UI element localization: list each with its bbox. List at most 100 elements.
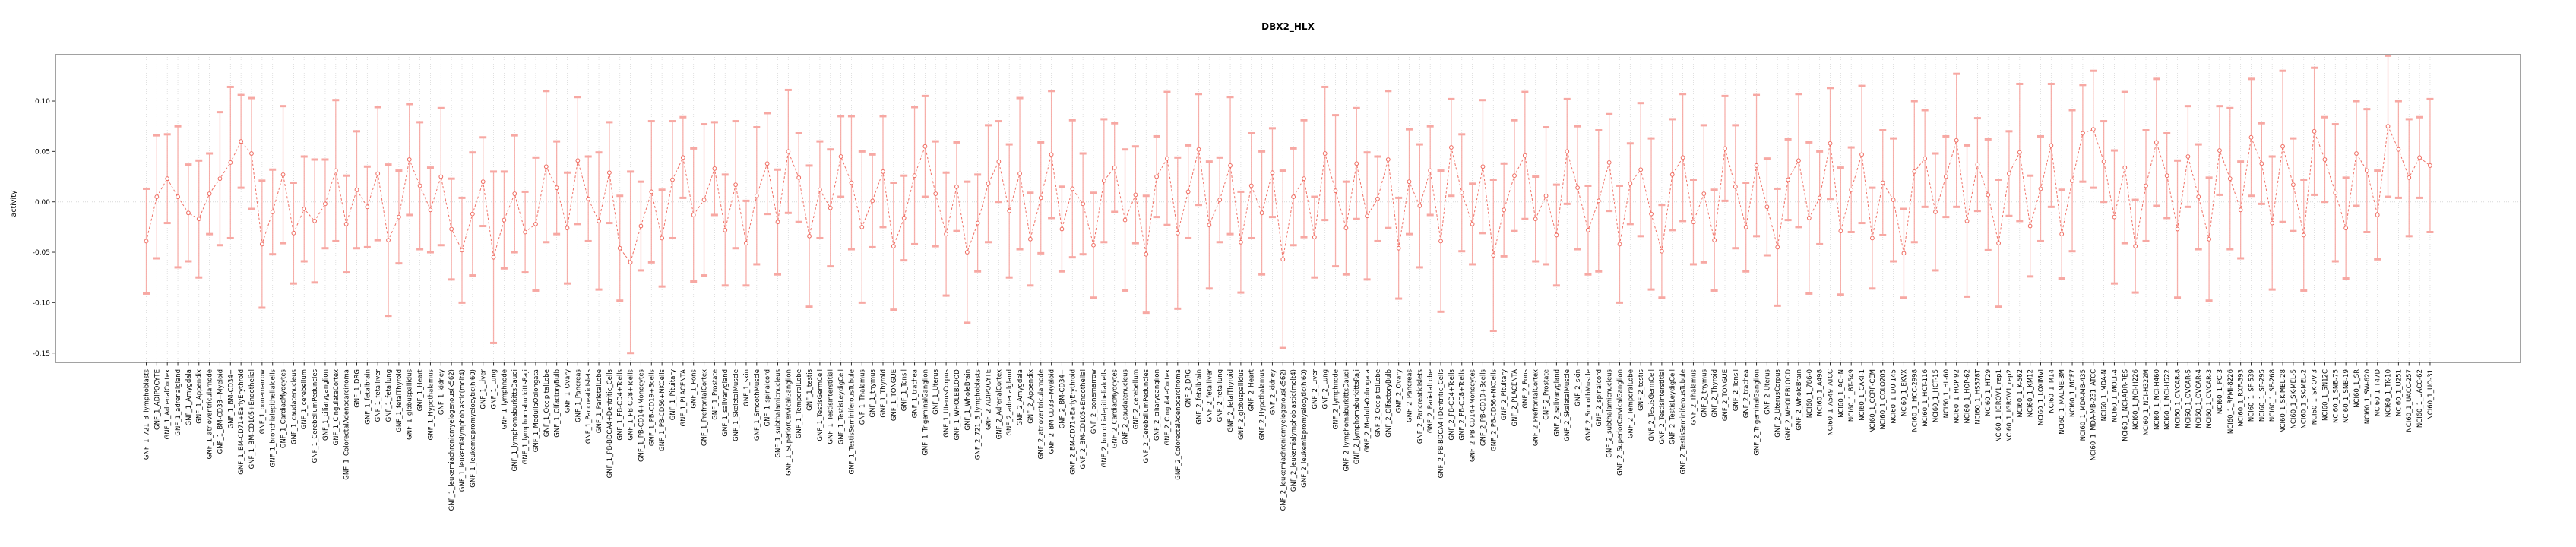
- x-tick-label: GNF_1_ColorectalAdenocarcinoma: [343, 369, 351, 480]
- data-point: [2238, 207, 2243, 213]
- x-tick-label: GNF_1_PancreaticIslets: [585, 368, 593, 444]
- data-point: [1144, 251, 1149, 257]
- data-point: [165, 176, 170, 182]
- x-tick-label: GNF_1_721_B_lymphoblasts: [143, 368, 150, 460]
- x-tick-label: GNF_2_MedullaOblongata: [1364, 369, 1372, 452]
- data-point: [2122, 165, 2128, 170]
- x-tick-label: GNF_1_thymus: [869, 368, 877, 417]
- data-point: [154, 194, 160, 199]
- data-point: [2217, 148, 2222, 153]
- x-tick-label: GNF_2_Heart: [1248, 368, 1256, 411]
- data-point: [2154, 140, 2159, 145]
- x-tick-label: GNF_2_Ovary: [1396, 369, 1404, 413]
- x-tick-label: GNF_2_SuperiorCervicalGanglion: [1616, 369, 1624, 476]
- data-point: [1596, 198, 1601, 204]
- data-point: [1228, 163, 1233, 168]
- x-tick-label: GNF_1_Thyroid: [880, 369, 888, 418]
- y-axis-label: activity: [10, 190, 18, 217]
- data-point: [933, 191, 938, 196]
- x-tick-label: GNF_1_TestisGermCell: [817, 369, 824, 441]
- data-point: [1723, 146, 1727, 151]
- data-point: [1438, 239, 1443, 244]
- x-tick-label: GNF_2_Thyroid: [1711, 369, 1719, 418]
- x-tick-label: NCI60_1_HOP-92: [1954, 369, 1961, 423]
- data-point: [2396, 147, 2401, 152]
- x-tick-label: GNF_1_testis: [806, 368, 814, 410]
- x-tick-label: GNF_2_adrenalgland: [1006, 369, 1014, 436]
- x-tick-label: GNF_1_bonemarrow: [259, 369, 267, 434]
- data-point: [701, 198, 707, 202]
- x-tick-label: GNF_2_lymphomaburkittsDaudi: [1343, 369, 1350, 471]
- x-tick-label: NCI60_1_SF-268: [2269, 369, 2277, 422]
- x-tick-label: GNF_1_skin: [743, 369, 751, 406]
- x-tick-label: GNF_2_thymus: [1701, 368, 1708, 417]
- x-tick-label: NCI60_1_NCI-H322M: [2143, 369, 2150, 435]
- data-point: [1870, 236, 1875, 241]
- data-point: [597, 219, 601, 223]
- data-point: [712, 166, 717, 171]
- data-point: [1428, 168, 1433, 173]
- data-point: [1365, 213, 1369, 219]
- x-tick-label: NCI60_1_MALME-3M: [2059, 369, 2066, 435]
- x-tick-label: GNF_1_BM-CD105+Endothelial: [248, 369, 256, 469]
- x-tick-label: GNF_1_Pons: [691, 368, 698, 408]
- x-tick-label: NCI60_1_HS578T: [1974, 368, 1982, 425]
- data-point: [2291, 182, 2296, 188]
- data-point: [1754, 163, 1759, 168]
- x-tick-label: NCI60_1_NCI-H460: [2154, 369, 2161, 430]
- data-point: [575, 158, 581, 163]
- data-point: [1322, 151, 1328, 156]
- data-point: [2280, 144, 2285, 149]
- x-tick-label: GNF_1_PB-CD14+Monocytes: [638, 368, 645, 462]
- x-tick-label: GNF_1_PLACENTA: [680, 369, 688, 427]
- x-tick-label: GNF_1_PrefrontalCortex: [701, 369, 709, 446]
- data-point: [407, 157, 412, 162]
- x-tick-label: GNF_1_Liver: [480, 368, 488, 409]
- data-point: [828, 205, 833, 210]
- x-tick-label: GNF_1_Thalamus: [859, 368, 866, 425]
- data-point: [1070, 186, 1075, 191]
- x-tick-label: GNF_2_TestisGermCell: [1648, 369, 1656, 441]
- x-tick-label: GNF_1_Hypothalamus: [427, 368, 435, 440]
- x-tick-label: NCI60_1_COLO205: [1880, 369, 1888, 430]
- data-point: [354, 187, 359, 192]
- x-tick-label: GNF_2_BM-CD33+Myeloid: [1049, 369, 1056, 454]
- x-tick-label: GNF_1_bronchialepithelialcells: [270, 368, 277, 467]
- x-tick-label: GNF_1_OlfactoryBulb: [554, 369, 562, 438]
- x-tick-label: NCI60_1_U251: [2395, 369, 2403, 416]
- data-point: [1880, 180, 1885, 185]
- data-point: [2101, 159, 2106, 164]
- data-point: [196, 217, 201, 222]
- x-tick-label: GNF_2_OccipitalLobe: [1375, 369, 1382, 437]
- x-tick-label: NCI60_1_MDA-N: [2101, 369, 2109, 421]
- data-point: [1617, 242, 1622, 247]
- data-point: [670, 177, 675, 182]
- x-tick-label: GNF_1_caudatenucleus: [290, 368, 298, 444]
- x-tick-label: GNF_1_Ovary: [564, 369, 571, 413]
- data-point: [2007, 171, 2011, 176]
- data-point: [649, 189, 654, 194]
- data-point: [1796, 158, 1801, 163]
- x-tick-label: GNF_2_Pons: [1522, 368, 1530, 408]
- x-tick-label: NCI60_1_A498: [1817, 369, 1824, 416]
- x-tick-label: GNF_2_Hypothalamus: [1259, 368, 1267, 440]
- x-tick-label: NCI60_1_MDA-MB-231_ATCC: [2090, 369, 2098, 460]
- x-tick-label: GNF_1_leukemiachronicmyelogenous(k562): [448, 369, 456, 511]
- data-point: [1733, 184, 1738, 189]
- x-tick-label: GNF_1_lymphomaburkittsDaudi: [511, 369, 519, 471]
- data-point: [1449, 145, 1454, 150]
- x-tick-label: GNF_1_atrioventricularnode: [207, 369, 214, 459]
- x-tick-label: GNF_2_WholeBrain: [1796, 369, 1803, 431]
- x-tick-label: GNF_1_TestisLeydigCell: [838, 369, 846, 444]
- x-tick-label: GNF_2_Uterus: [1764, 368, 1771, 414]
- data-point: [1239, 239, 1243, 245]
- x-tick-label: NCI60_1_MDA-MB-435: [2080, 369, 2087, 441]
- x-tick-label: GNF_1_CardiacMyocytes: [280, 368, 288, 448]
- data-point: [207, 191, 212, 196]
- x-tick-label: GNF_1_MedullaOblongata: [533, 369, 540, 452]
- x-tick-label: GNF_2_BM-CD71+EarlyErythroid: [1069, 369, 1077, 475]
- x-tick-label: GNF_2_subthalamicnucleus: [1606, 368, 1614, 457]
- data-point: [2017, 150, 2022, 155]
- data-point: [2407, 175, 2412, 180]
- data-point: [1712, 238, 1717, 243]
